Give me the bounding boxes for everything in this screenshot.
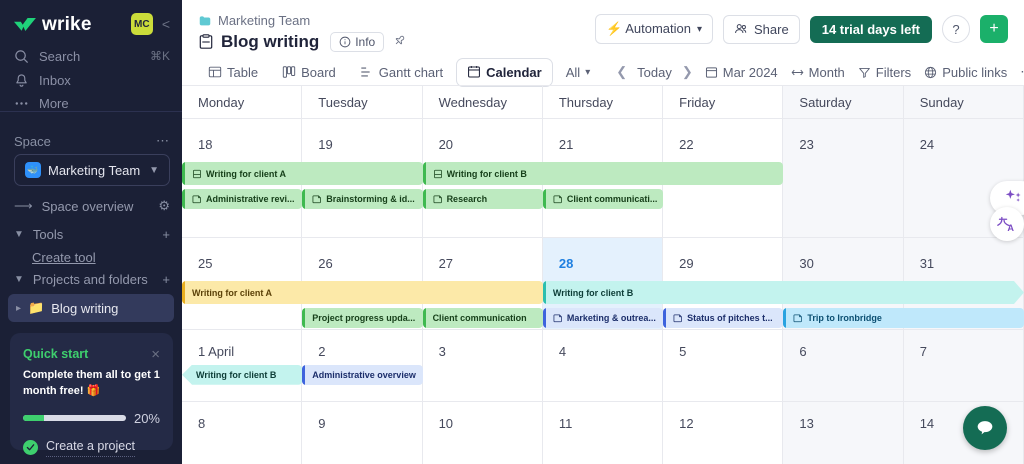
svg-text:A: A — [1007, 223, 1014, 233]
